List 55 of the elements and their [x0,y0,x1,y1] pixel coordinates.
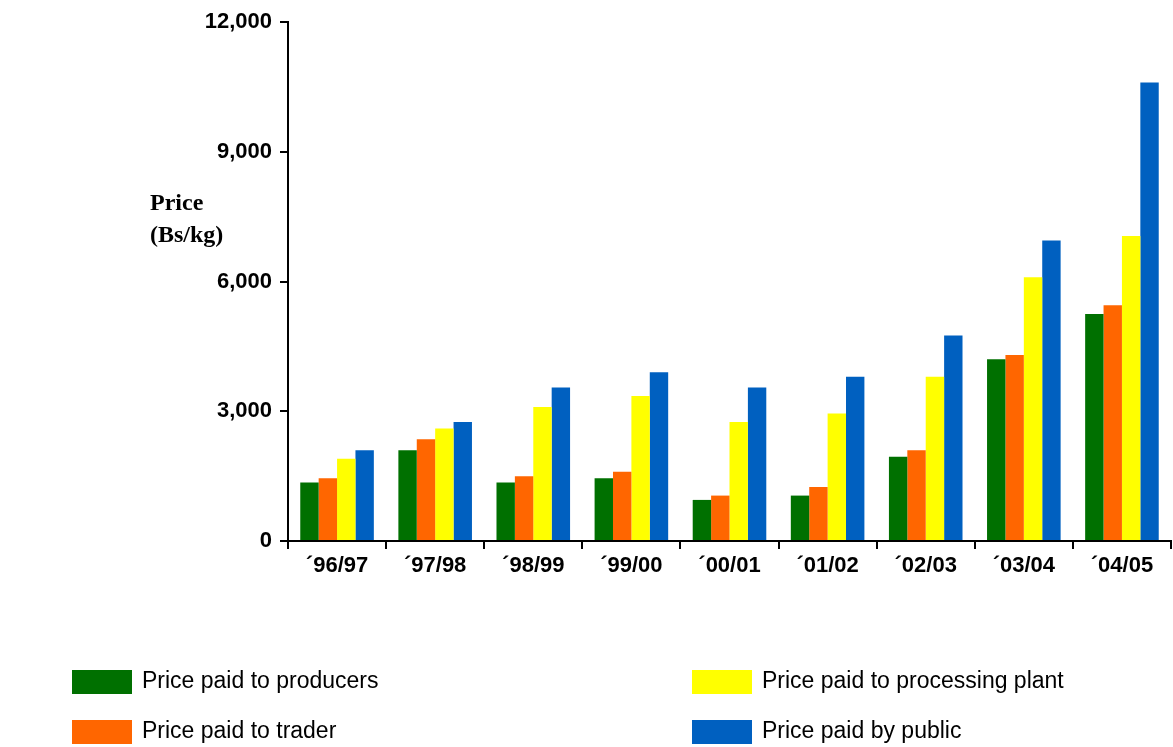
bar [711,495,730,540]
bar [318,478,338,540]
x-tick-label: ´03/04 [992,552,1056,578]
legend-label: Price paid to trader [142,717,337,744]
bar [1140,82,1159,540]
bar [692,499,712,540]
bar [907,450,926,540]
bar [496,482,515,540]
legend-label: Price paid by public [762,717,962,744]
bar [337,458,356,540]
y-tick-label: 9,000 [216,137,272,163]
bar [453,422,472,540]
bar [533,406,552,540]
bar [551,387,571,540]
bar [1085,313,1104,540]
bar [809,486,828,540]
y-tick-label: 12,000 [204,8,272,34]
bar [827,413,847,540]
y-tick-label: 3,000 [216,397,272,423]
bar [729,422,748,540]
bar [435,428,454,540]
bar [300,482,319,540]
bar [594,478,613,540]
x-tick-label: ´97/98 [403,552,467,578]
y-axis-title: Price (Bs/kg) [150,188,225,249]
legend-label: Price paid to producers [142,667,379,694]
bar [747,387,767,540]
x-tick-label: ´96/97 [305,552,369,578]
bar [514,476,534,540]
bar [944,335,963,540]
legend-label: Price paid to processing plant [762,667,1065,694]
bar [1023,277,1043,540]
bar [1042,240,1061,540]
x-tick-label: ´04/05 [1090,552,1154,578]
bar [790,495,810,540]
bar [416,439,436,540]
x-tick-label: ´98/99 [502,552,565,578]
x-tick-label: ´02/03 [894,552,957,578]
bar [1121,236,1141,540]
bar [888,456,908,540]
bar [1103,305,1122,540]
y-tick-label: 6,000 [216,267,272,293]
y-tick-label: 0 [259,527,272,553]
bar [649,372,669,540]
bar [846,376,865,540]
bar [612,471,632,540]
bar [398,450,417,540]
bar [1005,355,1024,540]
x-tick-label: ´01/02 [796,552,859,578]
x-tick-label: ´00/01 [698,552,761,578]
x-tick-label: ´99/00 [600,552,663,578]
bar [631,396,650,540]
bar [355,450,374,540]
bar [987,359,1006,540]
bar [925,376,945,540]
